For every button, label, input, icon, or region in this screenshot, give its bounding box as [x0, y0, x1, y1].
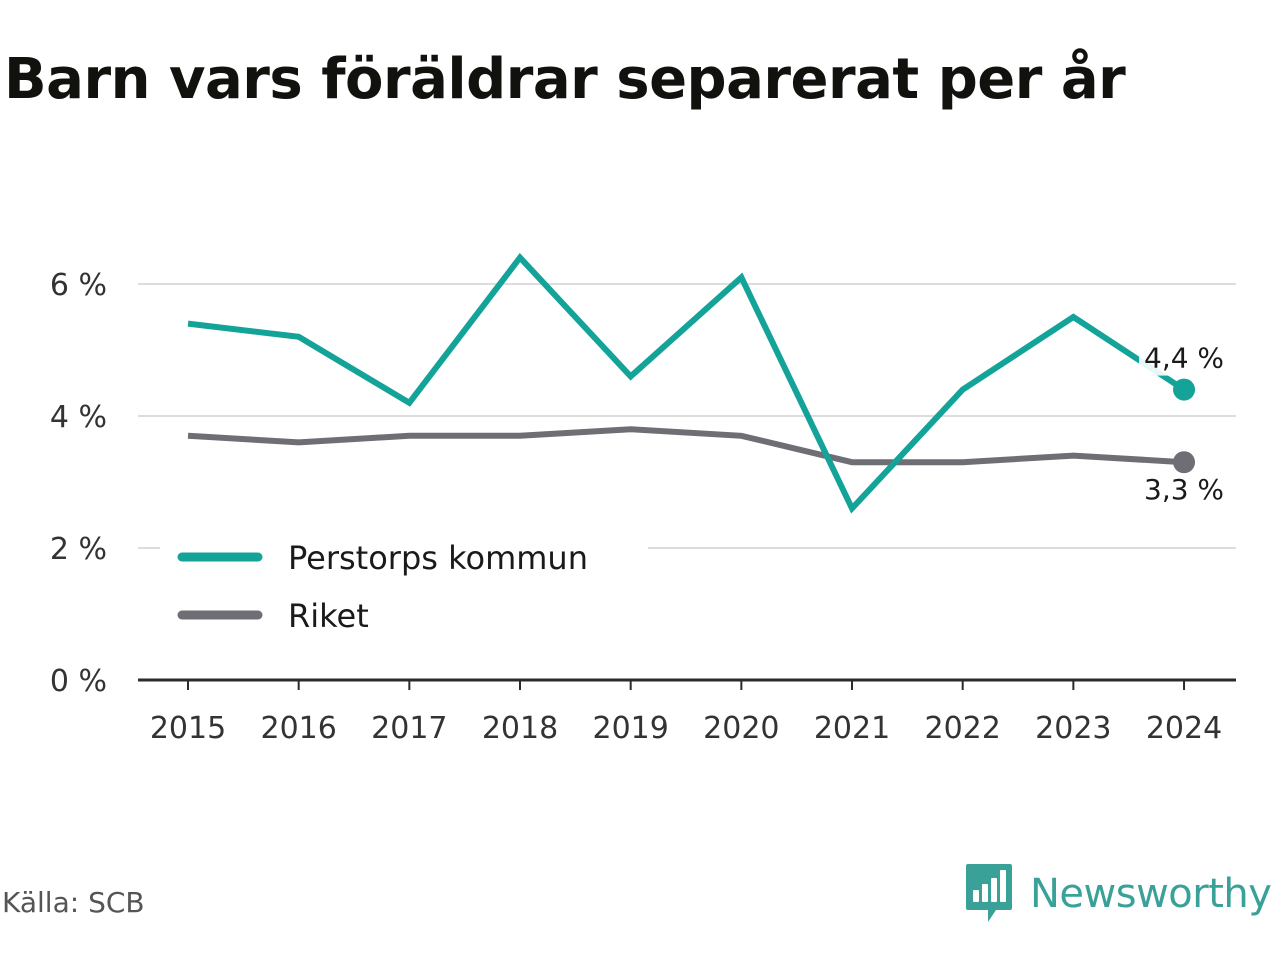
x-tick-label: 2016: [260, 711, 336, 746]
x-tick-label: 2019: [593, 711, 669, 746]
y-tick-label: 4 %: [50, 400, 107, 435]
legend: Perstorps kommun Riket: [160, 526, 648, 638]
x-tick-label: 2021: [814, 711, 890, 746]
legend-label: Perstorps kommun: [288, 539, 588, 577]
x-axis-labels: 2015 2016 2017 2018 2019 2020 2021 2022 2023 2024: [150, 711, 1222, 746]
series-line: [187, 426, 1185, 466]
newsworthy-logo-icon: [966, 864, 1012, 922]
x-tick-label: 2017: [371, 711, 447, 746]
end-label-background: [1139, 473, 1230, 508]
chart-title: Barn vars föräldrar separerat per år: [4, 47, 1126, 112]
brand-name: Newsworthy: [1030, 871, 1272, 917]
x-tick-label: 2018: [482, 711, 558, 746]
x-tick-label: 2024: [1146, 711, 1222, 746]
end-value-label: 3,3 %: [1144, 473, 1224, 506]
end-point: [1173, 451, 1196, 474]
brand-logo: Newsworthy: [964, 862, 1272, 926]
y-tick-label: 6 %: [50, 268, 107, 303]
x-tick-label: 2015: [150, 711, 226, 746]
end-label-background: [1139, 341, 1230, 376]
y-axis-labels: 0 % 2 % 4 % 6 %: [50, 268, 107, 699]
x-tick-label: 2023: [1035, 711, 1111, 746]
end-labels: 4,4 % 3,3 %: [1139, 341, 1230, 508]
x-tick-label: 2022: [925, 711, 1001, 746]
series-line: [187, 252, 1186, 514]
x-axis: [138, 678, 1236, 690]
legend-label: Riket: [288, 597, 369, 635]
x-tick-label: 2020: [703, 711, 779, 746]
end-point: [1173, 378, 1196, 401]
end-value-label: 4,4 %: [1144, 342, 1224, 375]
y-tick-label: 0 %: [50, 664, 107, 699]
source-note: Källa: SCB: [2, 886, 145, 919]
series: [187, 252, 1196, 514]
y-tick-label: 2 %: [50, 532, 107, 567]
